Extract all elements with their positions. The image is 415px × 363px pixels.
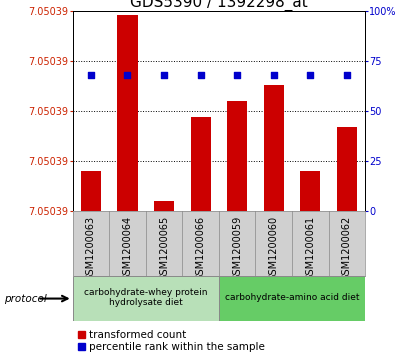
Text: GSM1200066: GSM1200066 — [195, 216, 205, 281]
Point — [234, 72, 241, 78]
Bar — [190, 117, 211, 211]
Bar — [81, 171, 101, 211]
Title: GDS5390 / 1392298_at: GDS5390 / 1392298_at — [130, 0, 308, 11]
Text: carbohydrate-whey protein
hydrolysate diet: carbohydrate-whey protein hydrolysate di… — [84, 288, 208, 307]
Text: GSM1200062: GSM1200062 — [342, 216, 352, 281]
Bar — [154, 201, 174, 211]
Point — [271, 72, 277, 78]
Point — [197, 72, 204, 78]
Text: GSM1200063: GSM1200063 — [86, 216, 96, 281]
Bar — [73, 276, 219, 321]
Text: GSM1200061: GSM1200061 — [305, 216, 315, 281]
Text: GSM1200065: GSM1200065 — [159, 216, 169, 281]
Text: GSM1200059: GSM1200059 — [232, 216, 242, 281]
Bar — [227, 101, 247, 211]
Point — [88, 72, 94, 78]
Text: GSM1200064: GSM1200064 — [122, 216, 132, 281]
Point — [124, 72, 131, 78]
Bar — [264, 85, 284, 211]
Text: protocol: protocol — [4, 294, 47, 303]
Bar — [219, 276, 365, 321]
Point — [344, 72, 350, 78]
Bar — [300, 171, 320, 211]
Text: GSM1200060: GSM1200060 — [269, 216, 279, 281]
Bar — [117, 15, 137, 211]
Legend: transformed count, percentile rank within the sample: transformed count, percentile rank withi… — [78, 330, 265, 352]
Bar — [337, 127, 357, 211]
Point — [161, 72, 167, 78]
Text: carbohydrate-amino acid diet: carbohydrate-amino acid diet — [225, 293, 359, 302]
Point — [307, 72, 314, 78]
